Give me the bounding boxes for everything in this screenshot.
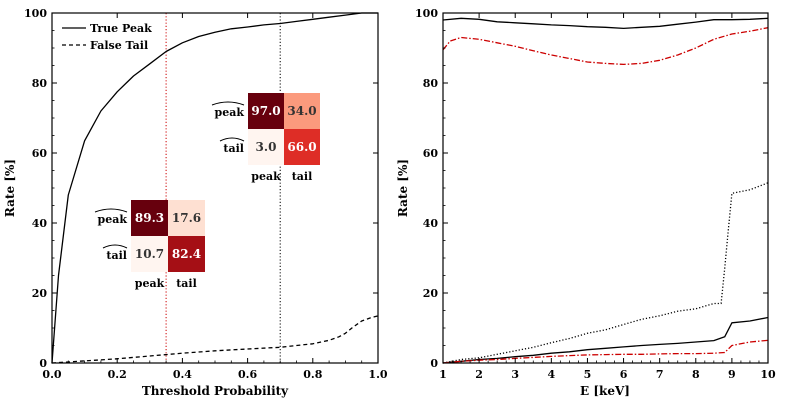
legend-label-true-peak: True Peak	[90, 22, 152, 35]
cm2-cell-tail-tail	[168, 236, 205, 272]
left-ytick-label: 60	[32, 147, 48, 160]
left-axes-frame	[51, 12, 379, 364]
right-axes-frame	[442, 12, 769, 364]
right-y-axis-label: Rate [%]	[396, 159, 410, 217]
right-xtick-label: 4	[548, 368, 556, 381]
cm1-hat-tail	[219, 137, 245, 142]
right-xtick-label: 2	[475, 368, 483, 381]
legend: True Peak False Tail	[62, 22, 152, 52]
cm2-row-label-tail: tail	[106, 249, 127, 262]
left-xtick-label: 0.6	[238, 368, 257, 381]
left-x-axis-label: Threshold Probability	[142, 384, 289, 398]
right-series-false-tail-black-threshold	[442, 316, 769, 364]
cm1-cell-peak-tail	[284, 93, 320, 129]
cm1-value-tail-tail: 66.0	[287, 140, 316, 154]
right-ytick-label: 40	[423, 217, 439, 230]
cm1-value-peak-tail: 34.0	[287, 104, 316, 118]
cm2-cell-peak-peak	[131, 200, 168, 236]
left-ytick-label: 100	[24, 7, 47, 20]
cm1-col-label-peak: peak	[251, 170, 281, 183]
left-ticks: 0.0 0.2 0.4 0.6 0.8 1.0 0 20 40 60 80 100	[24, 7, 388, 381]
left-series-false-tail	[51, 315, 379, 364]
cm1-cell-peak-peak	[248, 93, 284, 129]
right-xtick-label: 8	[692, 368, 700, 381]
left-xtick-label: 0.4	[173, 368, 192, 381]
right-xtick-label: 5	[584, 368, 592, 381]
cm1-cell-tail-tail	[284, 129, 320, 165]
cm1-cell-tail-peak	[248, 129, 284, 165]
left-xtick-label: 0.0	[42, 368, 61, 381]
legend-label-false-tail: False Tail	[90, 39, 148, 52]
cm2-value-tail-tail: 82.4	[172, 247, 201, 261]
right-series-extra-red-dash-dot-low	[442, 339, 769, 364]
right-xtick-label: 9	[728, 368, 736, 381]
right-xtick-label: 1	[439, 368, 447, 381]
cm2-cell-tail-peak	[131, 236, 168, 272]
cm2-hat-tail	[102, 244, 128, 249]
cm1-value-tail-peak: 3.0	[256, 140, 277, 154]
left-y-axis-label: Rate [%]	[3, 159, 17, 217]
left-panel: 0.0 0.2 0.4 0.6 0.8 1.0 0 20 40 60 80 100 Threshold…	[3, 7, 388, 398]
cm2-col-label-tail: tail	[176, 277, 197, 290]
left-xtick-label: 0.2	[108, 368, 127, 381]
right-series-false-tail-red-threshold	[442, 182, 769, 364]
right-series-true-peak-red-threshold	[442, 27, 769, 66]
cm2-value-tail-peak: 10.7	[135, 247, 164, 261]
cm1-value-peak-peak: 97.0	[251, 104, 280, 118]
cm1-row-label-tail: tail	[223, 142, 244, 155]
left-series-true-peak	[51, 12, 378, 364]
left-ytick-label: 20	[32, 287, 48, 300]
cm2-row-label-peak: peak	[98, 213, 128, 226]
right-xtick-label: 3	[511, 368, 519, 381]
cm2-cell-peak-tail	[168, 200, 205, 236]
right-plot-area	[442, 17, 769, 364]
confusion-matrix-upper: 97.0 34.0 3.0 66.0 peak tail peak tail	[211, 93, 320, 183]
cm2-hat-peak	[94, 208, 128, 213]
right-ytick-label: 20	[423, 287, 439, 300]
right-x-axis-label: E [keV]	[580, 384, 630, 398]
cm1-hat-peak	[211, 101, 245, 106]
cm2-col-label-peak: peak	[135, 277, 165, 290]
left-plot-area	[51, 12, 379, 364]
left-xtick-label: 1.0	[368, 368, 387, 381]
cm2-value-peak-tail: 17.6	[172, 211, 201, 225]
right-ytick-label: 0	[430, 357, 438, 370]
right-xtick-label: 6	[620, 368, 628, 381]
cm1-row-label-peak: peak	[215, 106, 245, 119]
right-ytick-label: 60	[423, 147, 439, 160]
left-ytick-label: 40	[32, 217, 48, 230]
confusion-matrix-lower: 89.3 17.6 10.7 82.4 peak tail peak tail	[94, 200, 205, 290]
left-ytick-label: 80	[32, 77, 48, 90]
left-xtick-label: 0.8	[303, 368, 322, 381]
right-ytick-label: 80	[423, 77, 439, 90]
left-ytick-label: 0	[39, 357, 47, 370]
right-ytick-label: 100	[415, 7, 438, 20]
right-xtick-label: 7	[656, 368, 664, 381]
right-xtick-label: 10	[760, 368, 776, 381]
right-series-true-peak-black-threshold	[442, 17, 769, 30]
cm1-col-label-tail: tail	[292, 170, 313, 183]
cm2-value-peak-peak: 89.3	[135, 211, 164, 225]
